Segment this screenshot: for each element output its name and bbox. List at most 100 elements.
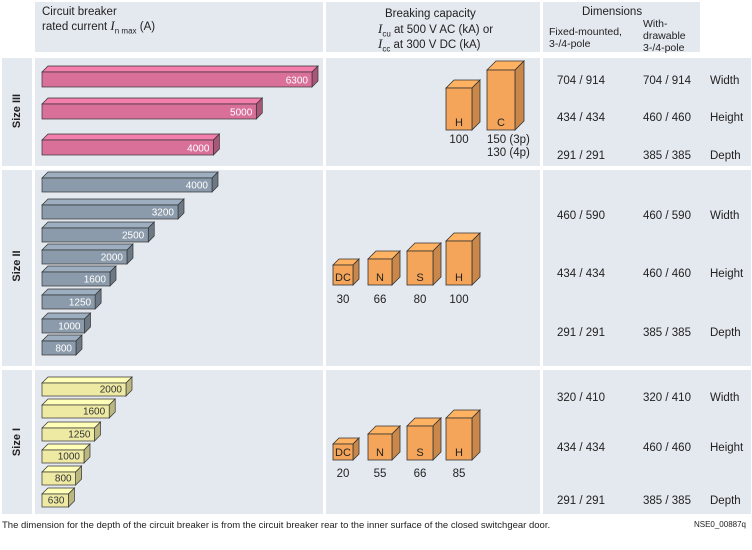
dimension-label: Width (710, 75, 740, 87)
header-current-line2: rated current In max (A) (42, 18, 156, 36)
current-bar: 2000 (41, 243, 134, 265)
breaking-capacity-box: N (367, 250, 401, 286)
breaking-capacity-letter: N (376, 447, 384, 459)
current-bar-label: 6300 (286, 76, 309, 87)
current-bar-label: 1250 (69, 298, 92, 309)
dimension-label: Depth (710, 150, 741, 162)
size-ii-label-panel (2, 170, 32, 366)
dimension-fixed-value: 704 / 914 (557, 75, 605, 87)
breaking-capacity-box: H (445, 409, 481, 461)
current-bar: 630 (41, 487, 76, 508)
dimension-label: Height (710, 112, 744, 124)
dimension-fixed-value: 291 / 291 (557, 150, 605, 162)
current-bar-label: 3200 (152, 208, 175, 219)
breaking-capacity-letter: S (416, 272, 423, 284)
breaking-capacity-value: 100 (449, 134, 469, 146)
current-bar-label: 2000 (101, 253, 124, 264)
current-bar-label: 630 (48, 496, 65, 507)
dimension-fixed-value: 434 / 434 (557, 268, 605, 280)
header-fixed-line1: Fixed-mounted, (549, 26, 622, 38)
dimension-withdrawable-value: 460 / 460 (643, 442, 691, 454)
current-bar: 5000 (41, 97, 264, 120)
current-bar: 4000 (41, 133, 221, 156)
current-bar: 1250 (41, 421, 102, 442)
breaking-capacity-letter: DC (335, 272, 351, 284)
dimension-withdrawable-value: 460 / 590 (643, 210, 691, 222)
current-bar-label: 1000 (58, 322, 81, 333)
breaking-capacity-box: N (367, 425, 401, 461)
current-bar: 1000 (41, 443, 91, 464)
dimension-fixed-value: 291 / 291 (557, 327, 605, 339)
current-bar-label: 2000 (100, 385, 123, 396)
dimension-fixed-value: 434 / 434 (557, 442, 605, 454)
current-bar: 2000 (41, 376, 133, 397)
dimension-fixed-value: 320 / 410 (557, 392, 605, 404)
breaking-capacity-value: 80 (413, 294, 427, 306)
breaking-capacity-box: DC (332, 258, 360, 286)
current-bar: 4000 (41, 171, 219, 193)
breaking-capacity-letter: DC (335, 447, 351, 459)
current-bar: 6300 (41, 65, 319, 88)
dimension-label: Depth (710, 495, 741, 507)
breaking-capacity-letter: H (455, 447, 463, 459)
current-bar-label: 1600 (84, 275, 107, 286)
header-withdrawable-line2: drawable (643, 30, 686, 42)
current-bar: 1250 (41, 288, 102, 310)
dimension-label: Width (710, 210, 740, 222)
size-ii-dims-panel (543, 170, 751, 366)
current-bar-label: 2500 (122, 231, 145, 242)
dimension-label: Height (710, 268, 744, 280)
breaking-capacity-value: 85 (452, 468, 466, 480)
breaking-capacity-value-secondary: 130 (4p) (487, 147, 530, 159)
dimension-fixed-value: 460 / 590 (557, 210, 605, 222)
current-bar-label: 800 (55, 344, 72, 355)
dimension-fixed-value: 434 / 434 (557, 112, 605, 124)
size-i-dims-panel (543, 370, 751, 514)
breaking-capacity-box: H (445, 232, 481, 286)
breaking-capacity-value: 30 (336, 294, 350, 306)
header-panel-breaking (326, 2, 540, 52)
breaking-capacity-box: C (486, 60, 525, 131)
breaking-capacity-value: 66 (373, 294, 387, 306)
header-withdrawable-line1: With- (643, 18, 668, 30)
current-bar-label: 800 (55, 474, 72, 485)
dimension-withdrawable-value: 460 / 460 (643, 112, 691, 124)
current-bar: 1600 (41, 398, 117, 419)
current-bar-label: 4000 (186, 181, 209, 192)
breaking-capacity-box: S (406, 242, 442, 286)
size-iii-label-panel (2, 58, 32, 166)
breaking-capacity-value: 66 (413, 468, 427, 480)
dimension-withdrawable-value: 385 / 385 (643, 327, 691, 339)
dimension-withdrawable-value: 460 / 460 (643, 268, 691, 280)
header-panel-current (35, 2, 323, 52)
dimension-withdrawable-value: 385 / 385 (643, 150, 691, 162)
breaking-capacity-value: 55 (373, 468, 387, 480)
current-bar-label: 4000 (187, 144, 210, 155)
current-bar-label: 5000 (230, 108, 253, 119)
breaking-capacity-box: DC (332, 437, 360, 461)
header-breaking-line3: Icc at 300 V DC (kA) (378, 36, 481, 54)
breaking-capacity-value: 100 (449, 294, 469, 306)
breaking-capacity-value: 150 (3p) (487, 134, 530, 146)
current-bar-label: 1000 (58, 452, 81, 463)
current-bar: 1000 (41, 312, 92, 334)
breaking-capacity-letter: C (497, 117, 505, 129)
header-panel-dimensions (543, 2, 700, 52)
header-breaking-line2: Icu at 500 V AC (kA) or (378, 21, 494, 39)
header-fixed-line2: 3-/4-pole (549, 38, 591, 50)
breaking-capacity-box: H (445, 79, 481, 131)
breaking-capacity-letter: H (455, 117, 463, 129)
header-breaking-title: Breaking capacity (385, 8, 476, 20)
current-bar: 3200 (41, 198, 185, 220)
figure-code: NSE0_00887q (693, 520, 746, 529)
dimension-fixed-value: 291 / 291 (557, 495, 605, 507)
breaking-capacity-box: S (406, 417, 442, 461)
current-bar: 2500 (41, 221, 156, 243)
dimension-label: Width (710, 392, 740, 404)
dimension-label: Depth (710, 327, 741, 339)
current-bar-label: 1250 (68, 430, 91, 441)
breaking-capacity-letter: N (376, 272, 384, 284)
current-bar: 800 (41, 334, 83, 356)
